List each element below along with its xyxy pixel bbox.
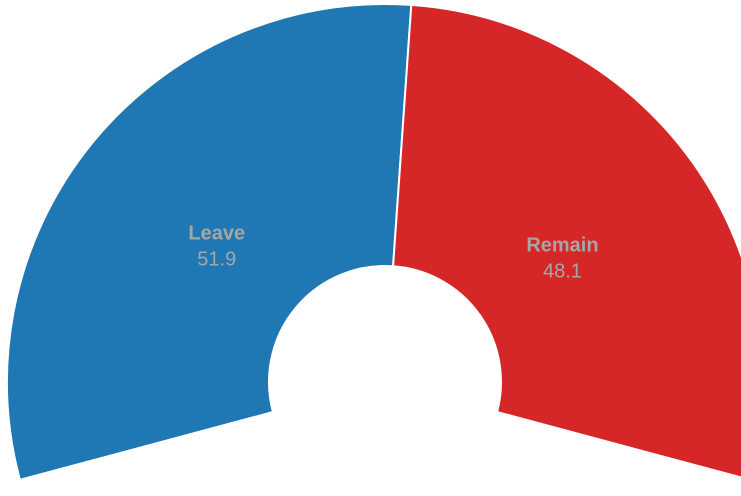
- slice-value-remain: 48.1: [543, 260, 582, 282]
- slice-labels: Leave 51.9 Remain 48.1: [188, 222, 598, 282]
- slices: [6, 3, 741, 482]
- slice-value-leave: 51.9: [197, 248, 236, 270]
- slice-remain[interactable]: [392, 3, 741, 480]
- slice-leave[interactable]: [6, 3, 413, 482]
- slice-label-remain: Remain: [526, 234, 598, 256]
- slice-label-leave: Leave: [188, 222, 245, 244]
